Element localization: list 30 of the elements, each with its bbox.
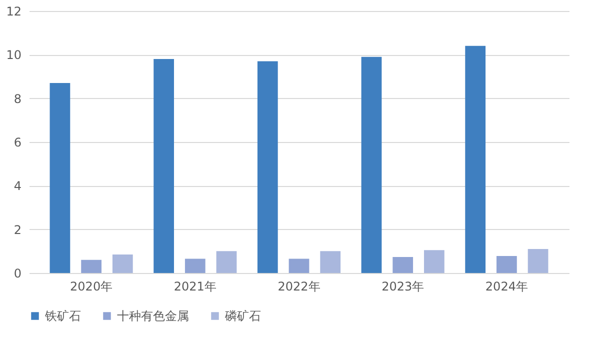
y-tick-label: 10	[6, 48, 22, 62]
bar	[112, 254, 133, 273]
bar	[465, 46, 486, 273]
y-tick-label: 6	[14, 136, 22, 150]
x-tick-label: 2020年	[70, 280, 113, 294]
bar	[50, 83, 70, 273]
bar	[216, 251, 237, 273]
x-tick-label: 2022年	[278, 280, 320, 294]
legend-label: 铁矿石	[44, 309, 81, 323]
y-tick-label: 4	[14, 179, 22, 194]
bar	[154, 59, 174, 273]
x-tick-label: 2021年	[174, 280, 216, 294]
bar	[81, 260, 102, 273]
bar	[257, 61, 278, 273]
bar	[392, 257, 414, 273]
legend-label: 磷矿石	[224, 309, 261, 323]
bar	[496, 256, 517, 273]
y-tick-label: 12	[6, 4, 22, 18]
x-tick-label: 2023年	[382, 280, 424, 294]
y-tick-label: 0	[14, 266, 22, 280]
legend-label: 十种有色金属	[117, 309, 189, 323]
bar	[320, 251, 341, 273]
y-tick-label: 2	[14, 222, 22, 237]
bar	[288, 258, 310, 273]
x-tick-label: 2024年	[485, 280, 528, 294]
bar	[528, 248, 548, 273]
y-tick-label: 8	[14, 92, 22, 106]
bar	[424, 250, 444, 273]
bar	[361, 56, 382, 273]
bar	[184, 258, 206, 273]
